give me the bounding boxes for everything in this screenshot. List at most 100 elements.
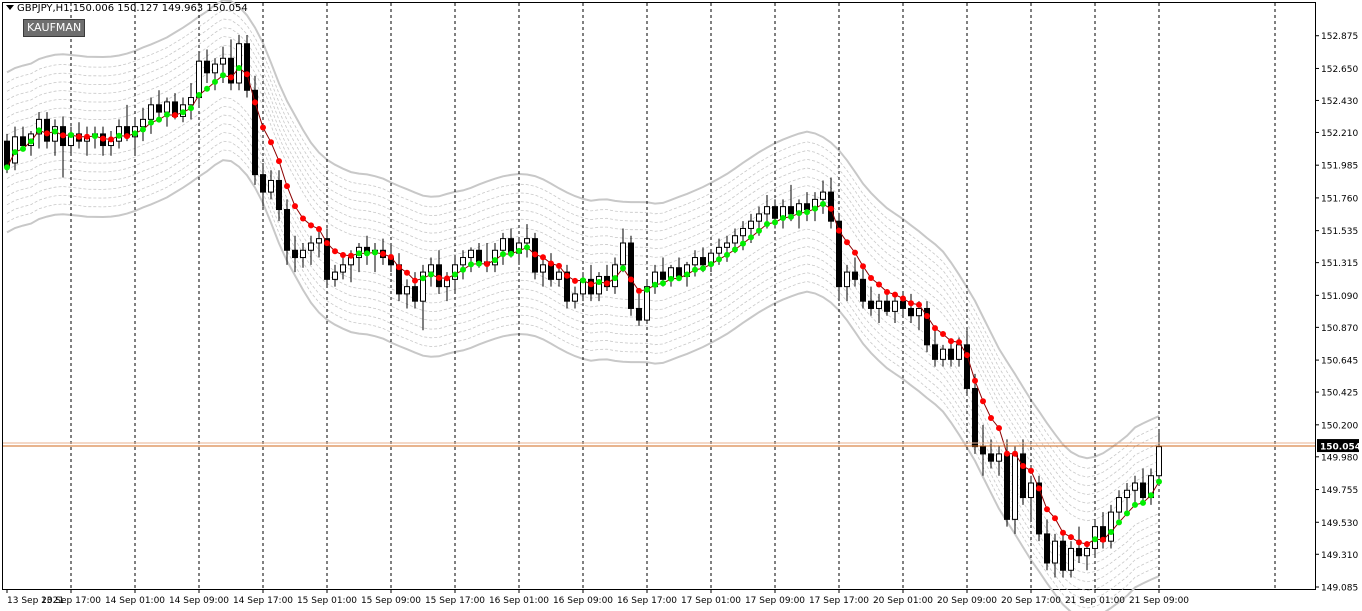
ama-dot-down (588, 281, 594, 288)
ama-dot-up (68, 132, 74, 139)
ama-dot-up (700, 265, 706, 272)
ama-dot-down (844, 239, 850, 246)
candle (1156, 432, 1162, 483)
ama-dot-down (108, 136, 114, 143)
candle-body (620, 242, 626, 266)
ama-dot-up (652, 281, 658, 288)
candle-body (476, 249, 482, 263)
y-tick-label: 151.985 (1321, 162, 1358, 172)
candle-body (892, 300, 898, 312)
x-tick-label: 17 Sep 17:00 (809, 596, 869, 606)
candle-body (788, 206, 794, 215)
candle-body (1036, 482, 1042, 535)
ama-dot-up (20, 145, 26, 152)
ama-dot-down (348, 252, 354, 259)
candle (1132, 475, 1138, 505)
ama-dot-up (220, 72, 226, 79)
candle-body (852, 271, 858, 280)
y-tick-label: 149.310 (1321, 551, 1358, 561)
candle-body (740, 227, 746, 237)
ama-dot-up (212, 78, 218, 85)
ama-dot-up (660, 280, 666, 287)
ama-dot-up (236, 64, 242, 71)
ama-dot-up (140, 126, 146, 133)
ama-dot-up (612, 275, 618, 282)
x-tick-label: 13 Sep 2021 (7, 596, 64, 606)
ama-dot-down (300, 215, 306, 222)
ama-dot-down (628, 276, 634, 283)
candle-body (844, 271, 850, 288)
ama-dot-down (284, 183, 290, 190)
ama-dot-up (356, 250, 362, 257)
candle-body (244, 43, 250, 91)
candle-body (204, 60, 210, 74)
ama-dot-down (996, 425, 1002, 432)
ama-dot-down (884, 289, 890, 296)
dropdown-arrow-icon[interactable] (6, 5, 14, 10)
indicator-label[interactable]: KAUFMAN (23, 19, 86, 37)
y-tick-label: 150.425 (1321, 389, 1358, 399)
y-tick-label: 152.210 (1321, 129, 1358, 139)
candle-body (836, 220, 842, 288)
candle-body (876, 300, 882, 309)
ama-dot-down (828, 205, 834, 212)
ama-dot-down (1052, 515, 1058, 522)
candle-body (924, 307, 930, 346)
candle-body (292, 249, 298, 259)
x-tick-label: 17 Sep 09:00 (745, 596, 805, 606)
ama-dot-up (92, 132, 98, 139)
candle-body (20, 136, 26, 147)
ama-dot-down (940, 331, 946, 338)
candle (908, 293, 914, 323)
x-tick-label: 17 Sep 01:00 (681, 596, 741, 606)
candle-body (468, 249, 474, 259)
candle (996, 446, 1002, 476)
ama-dot-down (924, 312, 930, 319)
ama-dot-up (4, 164, 10, 171)
ama-dot-up (804, 209, 810, 216)
candle-body (1028, 482, 1034, 499)
ama-dot-down (44, 130, 50, 137)
candle (340, 257, 346, 280)
ama-dot-down (860, 263, 866, 270)
ama-dot-down (252, 99, 258, 106)
candle-body (940, 348, 946, 360)
candle (300, 243, 306, 268)
candle-body (316, 238, 322, 244)
ama-dot-up (524, 244, 530, 251)
current-price-box (1317, 439, 1359, 453)
candle (148, 97, 154, 134)
candle-body (564, 271, 570, 302)
candle-body (748, 220, 754, 229)
x-tick-label: 21 Sep 09:00 (1129, 596, 1189, 606)
candle-body (772, 206, 778, 219)
candle (212, 58, 218, 91)
ama-dot-up (812, 205, 818, 212)
ama-dot-up (772, 219, 778, 226)
ama-dot-down (1044, 506, 1050, 513)
ama-dot-up (460, 266, 466, 273)
ama-dot-down (876, 281, 882, 288)
candle-body (332, 271, 338, 280)
symbol-ohlc-text: GBPJPY,H1 150.006 150.127 149.963 150.05… (17, 3, 248, 14)
y-tick-label: 151.090 (1321, 292, 1358, 302)
candle (644, 279, 650, 323)
candle-body (404, 286, 410, 295)
candle-body (1060, 540, 1066, 571)
candle-body (1004, 453, 1010, 520)
candle (268, 170, 274, 200)
candle-body (140, 118, 146, 128)
candle-body (972, 387, 978, 448)
candle-body (540, 264, 546, 273)
price-axis: 152.875 152.650 152.430 152.210 151.985 151.7… (1315, 32, 1361, 594)
candle (284, 199, 290, 265)
candle-body (700, 257, 706, 266)
candle (820, 180, 826, 214)
candle (236, 35, 242, 91)
ama-dot-up (516, 247, 522, 254)
ama-dot-down (852, 249, 858, 256)
candle (1116, 490, 1122, 520)
candle-body (676, 267, 682, 277)
